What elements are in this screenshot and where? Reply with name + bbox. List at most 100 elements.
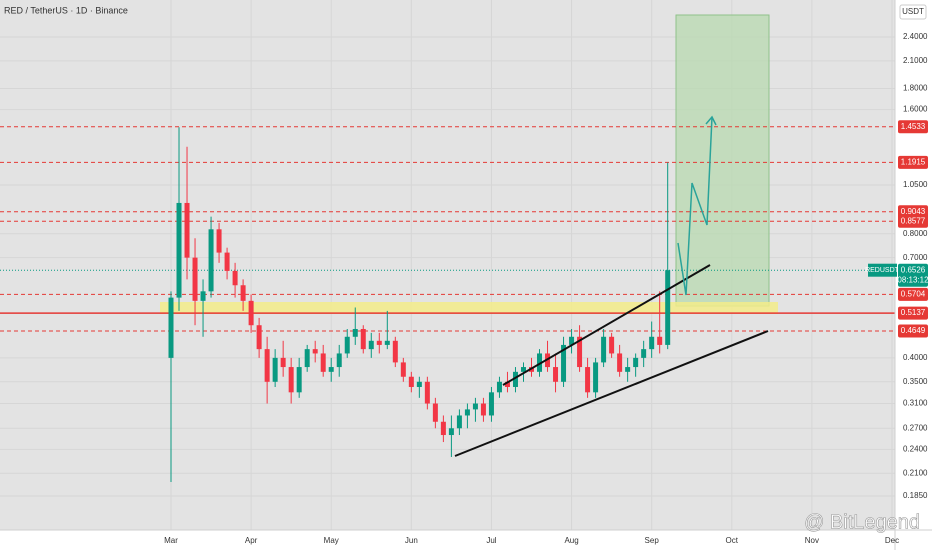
candle-body (416, 381, 422, 387)
candle-body (176, 202, 182, 298)
price-level-box (898, 120, 928, 134)
x-tick-label: Sep (645, 536, 660, 545)
candle-body (280, 357, 286, 368)
candle-body (168, 297, 174, 358)
candle-body (184, 202, 190, 258)
unit-box (899, 4, 927, 20)
candle-body (641, 349, 647, 358)
y-tick-label: 2.1000 (903, 56, 928, 65)
x-tick-label: Dec (885, 536, 899, 545)
price-level-label: 0.5137 (901, 308, 926, 317)
projection-path (677, 116, 713, 296)
candle-body (208, 229, 214, 292)
candle-body (408, 376, 414, 387)
y-tick-label: 1.0500 (903, 180, 928, 189)
candle-body (336, 353, 342, 368)
candle-body (360, 328, 366, 350)
candle-body (376, 340, 382, 345)
candle-body (216, 229, 222, 253)
candle-body (224, 252, 230, 271)
candle-body (312, 349, 318, 354)
candle-body (448, 428, 454, 436)
candle-body (256, 325, 262, 350)
last-price-label: 0.6526 (901, 265, 926, 274)
candle-body (593, 362, 599, 393)
symbol-box (868, 263, 897, 277)
candle-body (464, 409, 470, 416)
upper-trendline (502, 264, 711, 386)
y-tick-label: 0.2400 (903, 444, 928, 453)
x-tick-label: May (324, 536, 339, 545)
candle-body (633, 357, 639, 368)
candle-body (304, 349, 310, 368)
y-tick-label: 0.1850 (903, 491, 928, 500)
price-level-label: 0.4649 (901, 326, 926, 335)
candle-body (553, 367, 559, 382)
candle-body (320, 353, 326, 372)
candle-body (488, 392, 494, 416)
unit-label: USDT (902, 7, 924, 16)
x-tick-label: Aug (564, 536, 578, 545)
price-level-box (898, 324, 928, 338)
candle-body (240, 285, 246, 301)
y-tick-label: 0.4000 (903, 353, 928, 362)
candle-body (472, 403, 478, 410)
candle-body (601, 336, 607, 363)
candle-body (665, 270, 671, 345)
candle-body (480, 403, 486, 416)
candle-body (625, 367, 631, 372)
candle-body (328, 367, 334, 372)
price-level-label: 1.4533 (901, 122, 926, 131)
candle-body (384, 340, 390, 345)
countdown-label: 08:13:12 (897, 275, 929, 284)
price-level-box (898, 306, 928, 320)
y-tick-label: 0.3100 (903, 399, 928, 408)
price-level-label: 0.9043 (901, 207, 926, 216)
candle-body (512, 371, 518, 387)
target-zone (675, 14, 770, 307)
candle-body (264, 349, 270, 382)
candle-body (288, 367, 294, 393)
lower-trendline (454, 330, 769, 457)
candle-body (520, 367, 526, 372)
price-level-box (898, 155, 928, 169)
candle-body (200, 291, 206, 301)
candle-body (424, 381, 430, 404)
x-tick-label: Jul (486, 536, 496, 545)
candle-body (368, 340, 374, 350)
candle-body (440, 421, 446, 436)
support-zone (160, 302, 778, 314)
chart-title: RED / TetherUS · 1D · Binance (4, 5, 128, 15)
candle-body (609, 336, 615, 354)
candle-body (617, 353, 623, 372)
candle-body (192, 257, 198, 301)
candle-body (577, 336, 583, 368)
candle-body (537, 353, 543, 372)
candle-body (248, 300, 254, 326)
candle-body (272, 357, 278, 382)
y-tick-label: 0.3500 (903, 377, 928, 386)
candle-body (569, 336, 575, 345)
y-tick-label: 0.7000 (903, 253, 928, 262)
candle-body (344, 336, 350, 354)
candle-body (649, 336, 655, 350)
y-tick-label: 0.2100 (903, 468, 928, 477)
candle-body (657, 336, 663, 345)
projection-arrow (705, 115, 717, 126)
x-tick-label: Nov (805, 536, 819, 545)
price-level-label: 1.1915 (901, 157, 926, 166)
x-tick-label: Jun (405, 536, 418, 545)
candle-body (504, 381, 510, 387)
price-level-label: 0.5704 (901, 289, 926, 298)
candle-body (232, 270, 238, 286)
price-level-box (898, 287, 928, 301)
candle-body (296, 367, 302, 393)
y-tick-label: 1.6000 (903, 105, 928, 114)
candle-body (585, 367, 591, 393)
y-tick-label: 0.8000 (903, 229, 928, 238)
candle-body (352, 328, 358, 337)
symbol-label: REDUSDT (865, 267, 900, 274)
candle-body (496, 381, 502, 393)
x-tick-label: Oct (726, 536, 739, 545)
candle-body (400, 362, 406, 377)
